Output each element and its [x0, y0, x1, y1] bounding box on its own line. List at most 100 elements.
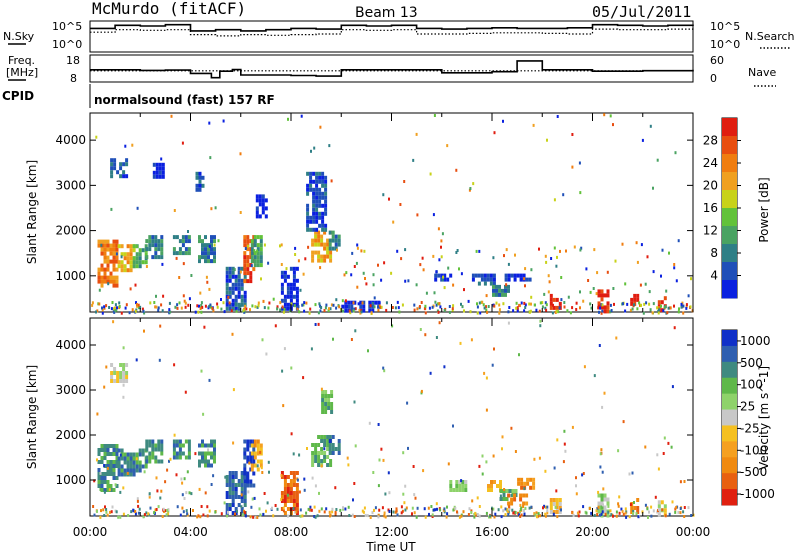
ground-scatter-point: [520, 513, 523, 517]
ground-scatter-point: [282, 506, 285, 510]
scatter-point: [274, 324, 277, 328]
scatter-cell: [115, 484, 119, 488]
scatter-cell: [507, 493, 511, 498]
ground-scatter-point: [657, 311, 660, 315]
scatter-cell: [498, 292, 501, 297]
scatter-cell: [138, 252, 142, 257]
ground-scatter-point: [563, 301, 566, 304]
scatter-cell: [292, 282, 296, 287]
ground-scatter-point: [236, 509, 238, 513]
scatter-cell: [289, 499, 293, 503]
scatter-cell: [510, 273, 514, 278]
scatter-cell: [225, 475, 229, 479]
scatter-cell: [458, 480, 462, 484]
scatter-cell: [145, 459, 149, 464]
scatter-cell: [106, 243, 110, 248]
ground-scatter-point: [256, 516, 259, 519]
scatter-cell: [161, 170, 165, 175]
scatter-point: [96, 412, 99, 416]
ground-scatter-point: [383, 514, 386, 518]
scatter-cell: [181, 251, 185, 256]
scatter-cell: [286, 274, 290, 279]
scatter-cell: [126, 260, 130, 265]
ground-scatter-point: [522, 509, 525, 512]
ground-scatter-point: [435, 303, 438, 307]
ground-scatter-point: [518, 304, 521, 308]
scatter-cell: [350, 300, 354, 305]
scatter-cell: [280, 290, 284, 295]
scatter-point: [440, 239, 443, 243]
scatter-cell: [526, 477, 530, 482]
scatter-point: [438, 258, 441, 262]
scatter-cell: [353, 300, 357, 305]
scatter-cell: [492, 281, 496, 286]
ground-scatter-point: [200, 505, 203, 508]
scatter-cell: [160, 247, 164, 252]
scatter-point: [467, 299, 470, 303]
scatter-point: [478, 464, 481, 468]
ground-scatter-point: [262, 513, 265, 516]
ground-scatter-point: [276, 305, 279, 309]
scatter-cell: [663, 296, 667, 301]
scatter-cell: [283, 499, 287, 503]
scatter-point: [122, 395, 125, 399]
scatter-cell: [207, 247, 210, 252]
scatter-cell: [243, 243, 247, 248]
ground-scatter-point: [181, 506, 184, 510]
ground-scatter-point: [656, 306, 659, 310]
scatter-cell: [103, 247, 107, 252]
scatter-cell: [106, 452, 110, 456]
ground-scatter-point: [239, 304, 242, 308]
scatter-cell: [306, 171, 310, 176]
ground-scatter-point: [556, 515, 559, 519]
scatter-cell: [228, 290, 232, 295]
ground-scatter-point: [679, 511, 682, 515]
scatter-cell: [160, 439, 164, 444]
scatter-cell: [112, 472, 116, 476]
scatter-cell: [109, 259, 113, 264]
scatter-cell: [489, 273, 493, 278]
scatter-cell: [295, 491, 299, 495]
scatter-cell: [231, 491, 235, 495]
ground-scatter-point: [650, 514, 653, 518]
scatter-point: [124, 144, 127, 148]
scatter-point: [111, 301, 114, 304]
scatter-cell: [362, 300, 366, 305]
scatter-cell: [246, 267, 250, 272]
scatter-point: [208, 121, 211, 125]
scatter-cell: [318, 175, 322, 180]
colorbar-swatch: [722, 489, 737, 506]
scatter-point: [518, 353, 520, 357]
colorbar-tick-label: 28: [703, 134, 718, 148]
scatter-point: [636, 260, 639, 264]
scatter-point: [136, 206, 139, 210]
scatter-point: [190, 492, 193, 496]
scatter-cell: [106, 275, 110, 280]
scatter-cell: [256, 251, 260, 256]
ground-scatter-point: [373, 305, 376, 309]
ground-scatter-point: [629, 308, 632, 312]
scatter-cell: [487, 484, 490, 488]
scatter-cell: [295, 298, 299, 303]
scatter-cell: [138, 460, 142, 465]
scatter-point: [435, 336, 438, 339]
scatter-cell: [256, 263, 260, 268]
scatter-point: [388, 197, 390, 201]
scatter-point: [646, 255, 649, 259]
ground-scatter-point: [303, 301, 306, 305]
scatter-cell: [312, 179, 316, 184]
scatter-cell: [109, 243, 113, 248]
ground-scatter-point: [105, 304, 108, 308]
ground-scatter-point: [96, 509, 98, 513]
scatter-cell: [110, 375, 114, 379]
scatter-cell: [314, 459, 318, 463]
scatter-cell: [280, 499, 284, 503]
scatter-cell: [207, 243, 210, 248]
ground-scatter-point: [366, 514, 369, 518]
ground-scatter-point: [226, 514, 229, 518]
scatter-point: [662, 452, 665, 455]
scatter-cell: [120, 244, 124, 249]
scatter-cell: [283, 487, 287, 491]
ground-scatter-point: [625, 515, 628, 519]
